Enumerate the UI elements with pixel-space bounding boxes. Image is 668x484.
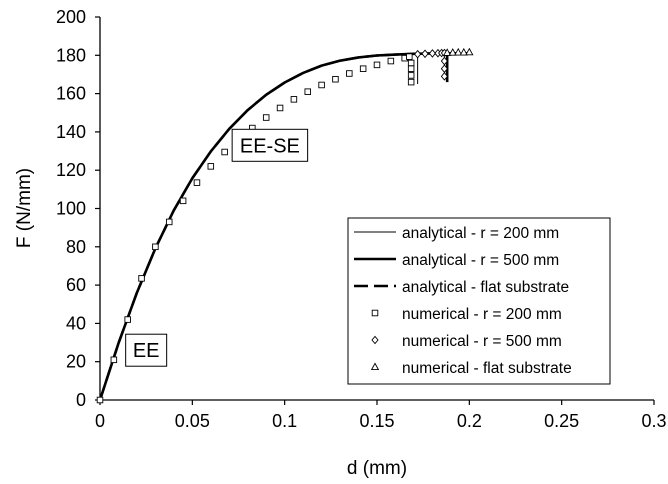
- data-point-square: [387, 57, 395, 65]
- y-tick-label: 20: [66, 352, 86, 372]
- y-tick-label: 120: [56, 160, 86, 180]
- data-point-triangle: [443, 48, 452, 56]
- annotation-layer: EE-SE EE: [125, 128, 309, 367]
- x-tick-label: 0.25: [544, 411, 579, 431]
- data-point-square: [221, 148, 228, 156]
- data-point-square: [276, 104, 284, 112]
- data-point-square: [359, 65, 367, 72]
- annotation-box: [231, 128, 309, 162]
- data-point-triangle: [459, 47, 468, 56]
- data-point-square: [407, 78, 415, 86]
- legend-label: analytical - r = 200 mm: [402, 225, 559, 242]
- y-tick-label: 200: [56, 7, 86, 27]
- legend-label: numerical - r = 200 mm: [402, 306, 562, 323]
- legend-label: numerical - r = 500 mm: [402, 333, 562, 350]
- data-point-triangle: [465, 47, 474, 56]
- data-point-square: [110, 356, 118, 364]
- x-tick-label: 0.05: [175, 411, 210, 431]
- annotation-label: EE-SE: [240, 135, 300, 157]
- legend-items: analytical - r = 200 mm analytical - r = …: [354, 225, 572, 377]
- legend-marker-square: [371, 309, 379, 317]
- x-tick-label: 0.2: [457, 411, 482, 431]
- legend-entry: analytical - flat substrate: [354, 279, 569, 296]
- data-point-diamond: [414, 49, 422, 59]
- data-point-square: [407, 59, 415, 67]
- legend-entry: analytical - r = 500 mm: [354, 252, 559, 269]
- x-ticks: 0 0.05 0.1 0.15 0.2 0.25 0.3: [95, 400, 667, 431]
- data-point-diamond: [421, 49, 429, 59]
- data-point-triangle: [448, 48, 457, 56]
- y-tick-label: 100: [56, 199, 86, 219]
- data-point-square: [262, 114, 270, 121]
- data-point-diamond: [428, 49, 436, 58]
- annotation-box: [125, 333, 168, 367]
- series-layer: [96, 47, 474, 404]
- data-point-square: [124, 316, 131, 323]
- data-point-square: [318, 81, 325, 89]
- data-point-square: [179, 197, 187, 205]
- annotation-label: EE: [133, 340, 160, 362]
- legend-box: [347, 217, 611, 385]
- legend-entry: analytical - r = 200 mm: [354, 225, 559, 242]
- x-tick-label: 0.1: [272, 411, 297, 431]
- y-tick-label: 160: [56, 84, 86, 104]
- legend-marker-diamond: [371, 335, 379, 345]
- y-tick-label: 0: [76, 390, 86, 410]
- legend-label: analytical - flat substrate: [402, 279, 569, 296]
- data-point-square: [407, 72, 415, 79]
- data-point-square: [152, 243, 159, 251]
- data-point-square: [207, 163, 215, 170]
- data-point-square: [193, 179, 201, 186]
- data-point-square: [304, 88, 312, 95]
- data-point-square: [332, 75, 339, 83]
- x-tick-label: 0.3: [641, 411, 666, 431]
- y-axis-label: F (N/mm): [14, 168, 35, 248]
- legend-marker-triangle: [370, 362, 380, 371]
- legend-entry: numerical - r = 200 mm: [371, 306, 562, 323]
- data-point-square: [96, 396, 104, 404]
- data-point-square: [407, 65, 415, 72]
- y-tick-label: 80: [66, 237, 86, 257]
- data-point-square: [406, 53, 413, 60]
- data-point-square: [138, 275, 145, 282]
- data-point-square: [346, 70, 353, 77]
- legend-label: analytical - r = 500 mm: [402, 252, 559, 269]
- y-tick-label: 180: [56, 45, 86, 65]
- legend-entry: numerical - r = 500 mm: [371, 333, 562, 350]
- y-tick-label: 60: [66, 275, 86, 295]
- data-point-square: [290, 96, 298, 103]
- y-tick-label: 40: [66, 313, 86, 333]
- data-point-square: [165, 218, 173, 226]
- legend-entry: numerical - flat substrate: [370, 360, 572, 377]
- x-axis-label: d (mm): [347, 458, 407, 479]
- legend-label: numerical - flat substrate: [402, 360, 572, 377]
- data-point-triangle: [454, 47, 463, 56]
- data-point-diamond: [440, 72, 448, 81]
- x-tick-label: 0: [95, 411, 105, 431]
- y-ticks: 0 20 40 60 80 100 120 140 160 180 200: [56, 7, 100, 410]
- plot-area: 0 0.05 0.1 0.15 0.2 0.25 0.3 0 20 40 60 80 100 120 14…: [56, 7, 667, 431]
- data-point-square: [373, 61, 381, 69]
- y-tick-label: 140: [56, 122, 86, 142]
- legend: analytical - r = 200 mm analytical - r = …: [347, 217, 611, 385]
- x-tick-label: 0.15: [359, 411, 394, 431]
